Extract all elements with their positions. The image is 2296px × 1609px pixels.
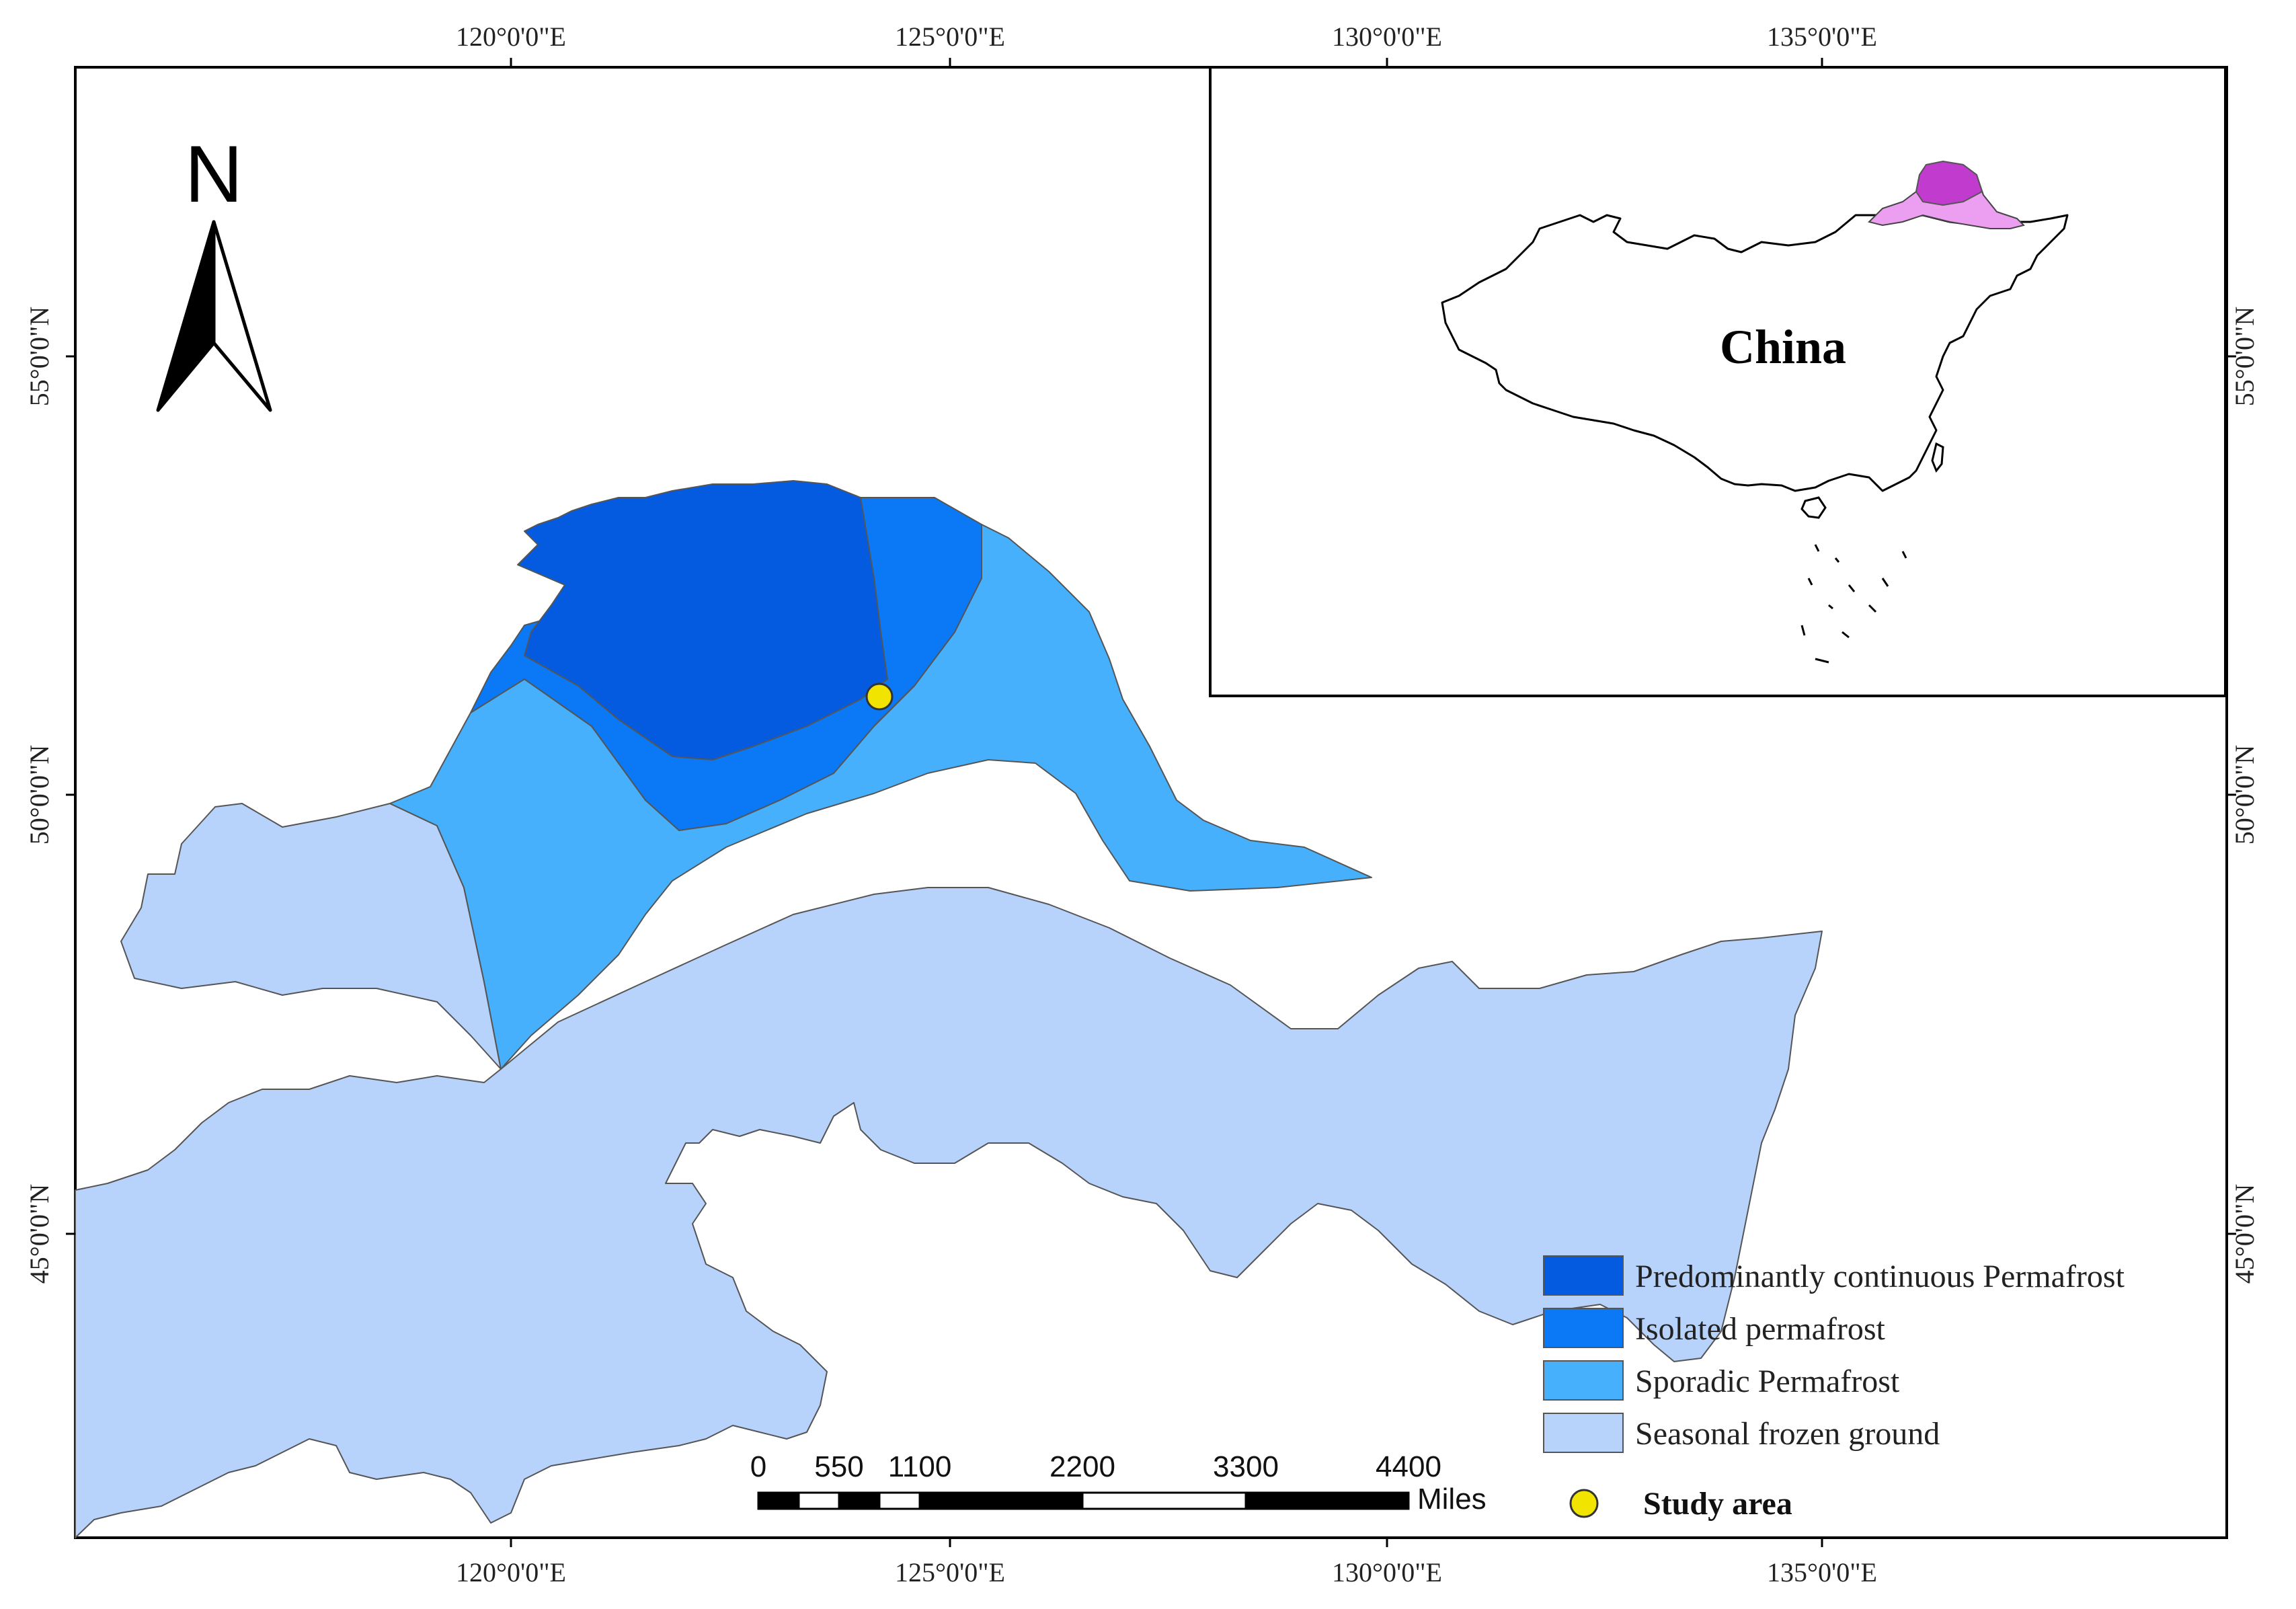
- study-area-point: [865, 682, 894, 711]
- y-tick-left-50: 50°0'0"N: [24, 745, 54, 845]
- y-tick-left-45: 45°0'0"N: [24, 1184, 54, 1284]
- north-arrow: N: [156, 129, 272, 412]
- south-sea-islands: [1800, 544, 1907, 664]
- inset-highlight-core: [1915, 160, 1983, 206]
- y-tick-right-55: 55°0'0"N: [2229, 307, 2260, 406]
- scale-bar: 0 550 1100 2200 3300 4400 Miles: [750, 1450, 1487, 1516]
- x-tick-bottom-130: 130°0'0"E: [1332, 1557, 1442, 1587]
- legend-label-seasonal: Seasonal frozen ground: [1635, 1416, 1940, 1452]
- x-tick-top-120: 120°0'0"E: [456, 22, 566, 52]
- scale-bar-segments: [757, 1491, 1410, 1510]
- x-tick-bottom-135: 135°0'0"E: [1767, 1557, 1877, 1587]
- x-tick-bottom-120: 120°0'0"E: [456, 1557, 566, 1587]
- hainan-island: [1800, 496, 1827, 519]
- taiwan-island: [1931, 442, 1944, 473]
- x-tick-top-125: 125°0'0"E: [895, 22, 1005, 52]
- y-tick-right-50: 50°0'0"N: [2229, 745, 2260, 845]
- inset-map: China: [1209, 66, 2227, 697]
- north-arrow-icon: [156, 220, 272, 412]
- legend-swatch-seasonal: [1543, 1413, 1624, 1453]
- legend-swatch-isolated: [1543, 1308, 1624, 1348]
- scale-tick-550: 550: [814, 1450, 863, 1483]
- north-letter: N: [185, 129, 243, 219]
- legend-label-sporadic: Sporadic Permafrost: [1635, 1364, 1900, 1399]
- scale-tick-2200: 2200: [1050, 1450, 1115, 1483]
- x-tick-bottom-125: 125°0'0"E: [895, 1557, 1005, 1587]
- legend-swatch-continuous: [1543, 1255, 1624, 1296]
- x-tick-top-135: 135°0'0"E: [1767, 22, 1877, 52]
- y-tick-left-55: 55°0'0"N: [24, 307, 54, 406]
- legend-swatch-sporadic: [1543, 1360, 1624, 1401]
- x-tick-top-130: 130°0'0"E: [1332, 22, 1442, 52]
- scale-tick-0: 0: [750, 1450, 766, 1483]
- legend-label-isolated: Isolated permafrost: [1635, 1311, 1886, 1347]
- scale-tick-1100: 1100: [888, 1450, 952, 1483]
- legend-label-continuous: Predominantly continuous Permafrost: [1635, 1259, 2125, 1294]
- region-continuous-permafrost: [517, 480, 888, 760]
- region-seasonal-frozen-west: [120, 803, 502, 1070]
- scale-tick-3300: 3300: [1213, 1450, 1279, 1483]
- study-area-point-icon: [1569, 1489, 1599, 1518]
- scale-tick-4400: 4400: [1376, 1450, 1441, 1483]
- frozen-ground-regions: [75, 480, 1823, 1538]
- legend: Predominantly continuous Permafrost Isol…: [1543, 1255, 2125, 1522]
- graticule-ticks: [66, 58, 2236, 1547]
- inset-country-label: China: [1720, 320, 1846, 374]
- legend-label-study-area: Study area: [1643, 1486, 1792, 1522]
- china-outline: [1441, 214, 2069, 492]
- y-tick-right-45: 45°0'0"N: [2229, 1184, 2260, 1284]
- scale-unit: Miles: [1417, 1483, 1487, 1516]
- region-seasonal-frozen-south: [75, 887, 1823, 1538]
